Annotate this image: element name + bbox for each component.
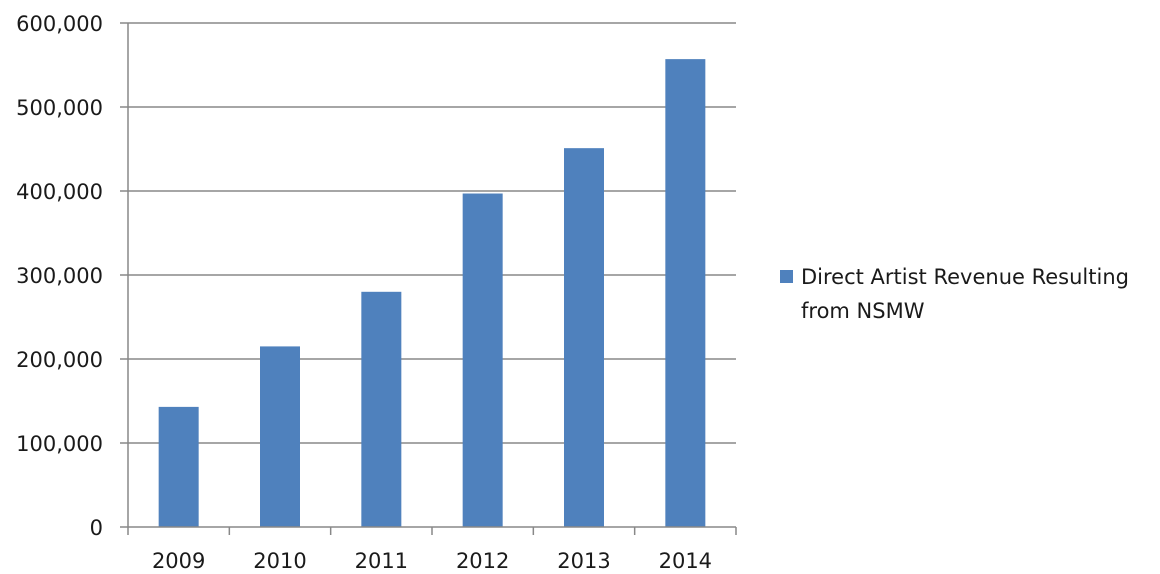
gridlines (120, 22, 736, 444)
x-tick-label: 2014 (659, 549, 712, 573)
bar-2009 (158, 406, 199, 527)
y-tick-label: 600,000 (16, 12, 103, 36)
x-axis-tick-labels: 2009 2010 2011 2012 2013 2014 (152, 549, 712, 573)
bar-2014 (665, 59, 706, 528)
legend-swatch (780, 270, 793, 283)
x-tick-label: 2009 (152, 549, 205, 573)
x-tick-label: 2010 (253, 549, 306, 573)
y-axis-tick-labels: 0 100,000 200,000 300,000 400,000 500,000 600,… (16, 12, 103, 540)
y-tick-label: 500,000 (16, 96, 103, 120)
bar-2012 (462, 193, 503, 527)
y-tick-label: 0 (90, 516, 103, 540)
y-tick-label: 300,000 (16, 264, 103, 288)
x-tick-label: 2012 (456, 549, 509, 573)
bar-series (158, 59, 706, 528)
bar-2011 (361, 291, 402, 527)
legend-label: Direct Artist Revenue Resulting from NSM… (801, 265, 1136, 323)
legend-label-line-2: from NSMW (801, 299, 925, 323)
bar-2010 (260, 346, 300, 527)
y-tick-label: 400,000 (16, 180, 103, 204)
bar-2013 (564, 148, 604, 527)
x-tick-label: 2011 (355, 549, 408, 573)
legend: Direct Artist Revenue Resulting from NSM… (780, 265, 1136, 323)
y-tick-label: 200,000 (16, 348, 103, 372)
legend-label-line-1: Direct Artist Revenue Resulting (801, 265, 1129, 289)
y-tick-label: 100,000 (16, 432, 103, 456)
x-tick-label: 2013 (557, 549, 610, 573)
axes (120, 23, 737, 535)
